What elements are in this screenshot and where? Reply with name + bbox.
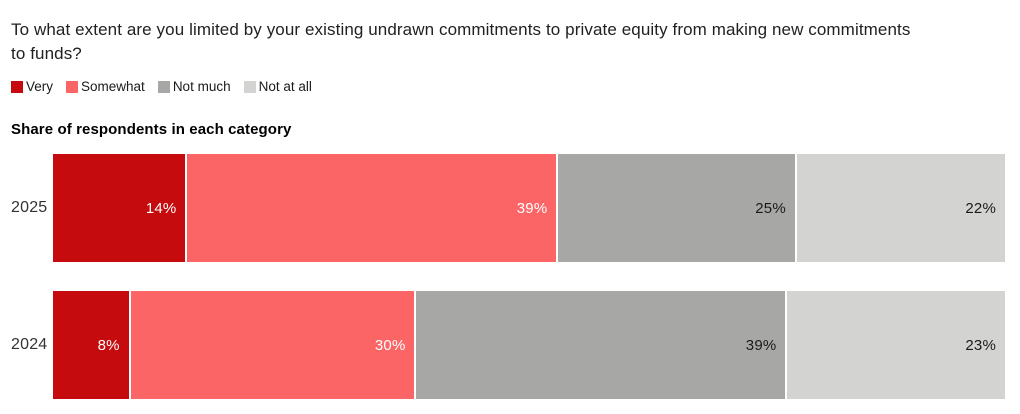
chart-row-2024: 2024 8% 30% 39% 23% (11, 291, 1005, 399)
segment-value-label: 22% (965, 199, 996, 217)
legend-item-not-much: Not much (157, 79, 231, 94)
bar-segment-somewhat-2024: 30% (130, 291, 415, 399)
segment-value-label: 25% (755, 199, 786, 217)
row-label-year: 2024 (11, 336, 48, 353)
legend-item-not-at-all: Not at all (243, 79, 312, 94)
legend-swatch-not-at-all (243, 81, 256, 93)
segment-value-label: 8% (97, 336, 120, 354)
bar-segment-not-much-2025: 25% (558, 154, 795, 262)
legend-item-very: Very (11, 80, 53, 94)
legend-label: Very (26, 79, 54, 94)
legend-swatch-somewhat (66, 81, 79, 93)
bar-segment-very-2024: 8% (53, 291, 129, 399)
chart-title: To what extent are you limited by your e… (11, 20, 911, 63)
segment-value-label: 30% (374, 336, 406, 354)
legend-label: Not much (172, 79, 231, 94)
legend-swatch-not-much (157, 81, 170, 93)
row-label-year: 2025 (11, 199, 48, 216)
stacked-bar-2024: 8% 30% 39% 23% (53, 291, 1005, 399)
stacked-bar-chart: 2025 14% 39% 25% 22% 2024 8% 30% 39% 23% (11, 154, 1005, 399)
legend-swatch-very (11, 81, 23, 93)
segment-value-label: 14% (145, 199, 177, 217)
legend: Very Somewhat Not much Not at all (11, 80, 1005, 94)
chart-row-2025: 2025 14% 39% 25% 22% (11, 154, 1005, 262)
legend-item-somewhat: Somewhat (66, 80, 145, 94)
bar-segment-very-2025: 14% (53, 154, 186, 262)
segment-value-label: 39% (516, 199, 548, 217)
segment-value-label: 23% (965, 336, 996, 354)
chart-subtitle: Share of respondents in each category (11, 121, 292, 138)
stacked-bar-2025: 14% 39% 25% 22% (53, 154, 1005, 262)
legend-label: Not at all (258, 79, 312, 94)
bar-segment-not-much-2024: 39% (416, 291, 786, 399)
bar-segment-not-at-all-2025: 22% (796, 154, 1005, 262)
bar-segment-not-at-all-2024: 23% (787, 291, 1005, 399)
legend-label: Somewhat (81, 79, 145, 94)
bar-segment-somewhat-2025: 39% (187, 154, 557, 262)
segment-value-label: 39% (745, 336, 777, 354)
